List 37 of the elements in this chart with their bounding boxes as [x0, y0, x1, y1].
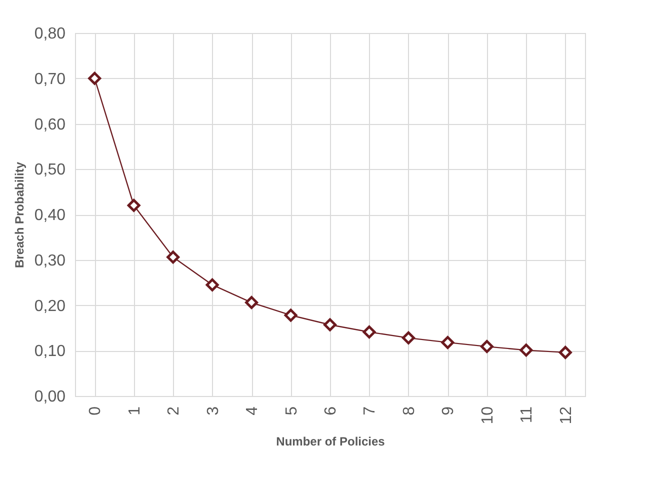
y-tick-label: 0,70 — [34, 70, 66, 88]
x-tick-label: 12 — [558, 406, 575, 424]
point — [520, 344, 533, 357]
x-tick-label: 4 — [244, 406, 262, 416]
x-tick-label: 9 — [440, 406, 458, 416]
y-tick-label: 0,20 — [34, 298, 66, 315]
point — [166, 250, 180, 264]
point — [324, 318, 336, 332]
y-tick-label: 0,30 — [34, 252, 66, 270]
y-tick-label: 0,00 — [34, 388, 66, 406]
y-tick-label: 0,80 — [34, 26, 66, 42]
x-axis-title: Number of Policies — [276, 434, 386, 448]
y-tick-label: 0,60 — [34, 116, 66, 134]
y-tick-label: 0,10 — [34, 343, 66, 360]
point — [480, 340, 494, 354]
x-tick-label: 11 — [518, 406, 536, 424]
x-tick-label: 0 — [87, 406, 104, 416]
x-tick-label: 7 — [362, 406, 379, 416]
x-tick-label: 8 — [400, 406, 418, 416]
x-tick-label: 3 — [204, 406, 222, 416]
x-tick-label: 6 — [322, 406, 340, 416]
point — [127, 198, 140, 212]
point — [284, 308, 298, 322]
point — [245, 296, 258, 310]
point — [206, 278, 219, 292]
point — [402, 331, 415, 344]
y-axis-title: Breach Probability — [12, 162, 26, 268]
point — [558, 346, 572, 359]
x-tick-label: 5 — [283, 406, 300, 416]
x-tick-label: 2 — [166, 406, 183, 416]
x-tick-label: 10 — [479, 406, 496, 424]
point — [441, 336, 454, 349]
x-tick-label: 1 — [126, 406, 144, 416]
point — [88, 72, 102, 85]
point — [362, 326, 376, 339]
y-tick-label: 0,40 — [34, 207, 66, 224]
y-tick-label: 0,50 — [34, 162, 66, 179]
